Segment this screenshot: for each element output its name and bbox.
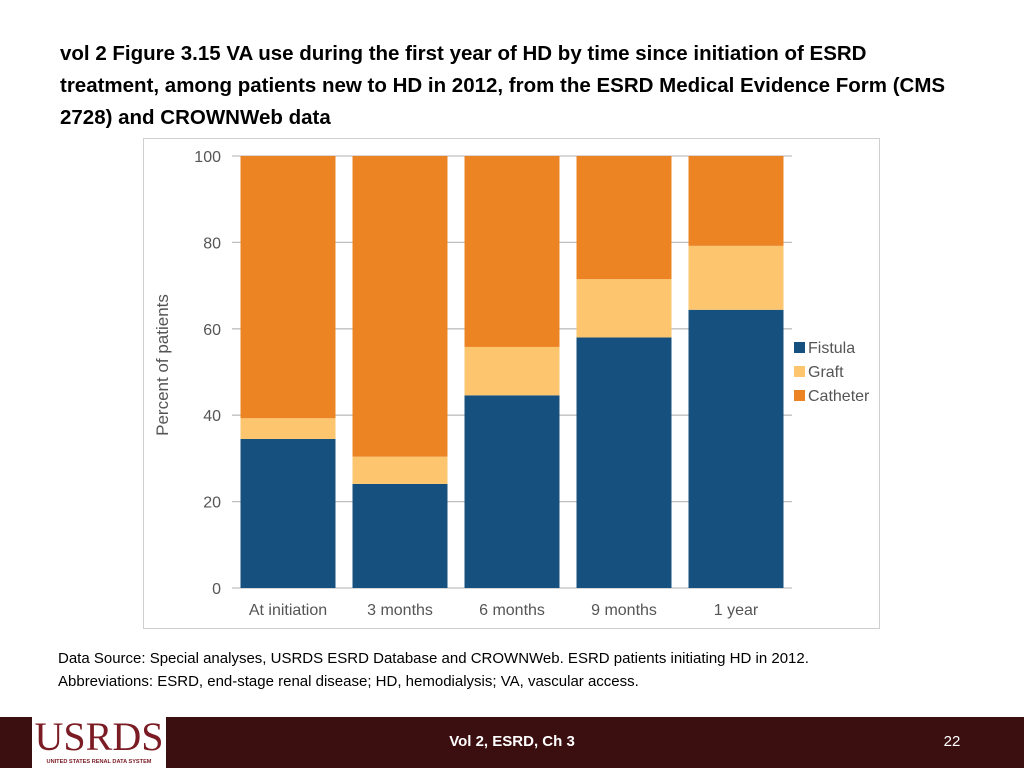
y-tick-label: 20 xyxy=(203,495,221,512)
y-tick-label: 100 xyxy=(194,149,221,166)
bar-catheter-3 xyxy=(576,156,672,280)
bar-graft-2 xyxy=(464,346,560,396)
x-tick-label: 6 months xyxy=(479,602,545,619)
source-line: Abbreviations: ESRD, end-stage renal dis… xyxy=(58,673,639,690)
legend: Fistula Graft Catheter xyxy=(794,340,870,405)
bar-catheter-0 xyxy=(240,156,336,419)
y-tick-label: 80 xyxy=(203,235,221,252)
legend-swatch-catheter xyxy=(794,390,805,401)
page-number: 22 xyxy=(943,733,961,750)
stacked-bar-chart: 0 20 40 60 80 100 At initiation 3 months 6 mont… xyxy=(153,149,870,619)
bars xyxy=(240,156,784,588)
logo-subtitle: UNITED STATES RENAL DATA SYSTEM xyxy=(46,759,152,765)
bar-graft-1 xyxy=(352,456,448,484)
source-note: Data Source: Special analyses, USRDS ESR… xyxy=(58,647,998,693)
y-axis-title: Percent of patients xyxy=(153,294,172,436)
source-line: Data Source: Special analyses, USRDS ESR… xyxy=(58,650,809,667)
x-tick-label: 9 months xyxy=(591,602,657,619)
x-tick-label: 3 months xyxy=(367,602,433,619)
bar-graft-3 xyxy=(576,279,672,338)
bar-fistula-3 xyxy=(576,337,672,588)
y-tick-label: 40 xyxy=(203,408,221,425)
bar-fistula-1 xyxy=(352,483,448,588)
x-tick-label: 1 year xyxy=(714,602,759,619)
legend-swatch-fistula xyxy=(794,342,805,353)
legend-label-fistula: Fistula xyxy=(808,340,855,357)
bar-fistula-0 xyxy=(240,438,336,588)
y-tick-labels: 0 20 40 60 80 100 xyxy=(194,149,221,598)
chart-frame: 0 20 40 60 80 100 At initiation 3 months 6 mont… xyxy=(143,138,880,629)
x-tick-labels: At initiation 3 months 6 months 9 months 1 y… xyxy=(249,602,759,619)
bar-graft-4 xyxy=(688,245,784,310)
footer-chapter-label: Vol 2, ESRD, Ch 3 xyxy=(449,733,575,750)
x-tick-label: At initiation xyxy=(249,602,327,619)
logo-wordmark: USRDS xyxy=(34,714,164,759)
legend-label-catheter: Catheter xyxy=(808,388,870,405)
legend-swatch-graft xyxy=(794,366,805,377)
bar-fistula-2 xyxy=(464,395,560,588)
footer-bar xyxy=(0,717,1024,768)
y-tick-label: 60 xyxy=(203,322,221,339)
legend-label-graft: Graft xyxy=(808,364,844,381)
bar-graft-0 xyxy=(240,418,336,439)
bar-catheter-2 xyxy=(464,156,560,347)
bar-catheter-1 xyxy=(352,156,448,457)
bar-catheter-4 xyxy=(688,156,784,246)
y-tick-label: 0 xyxy=(212,581,221,598)
slide-title: vol 2 Figure 3.15 VA use during the firs… xyxy=(60,42,946,129)
bar-fistula-4 xyxy=(688,309,784,588)
usrds-logo: USRDS UNITED STATES RENAL DATA SYSTEM xyxy=(32,713,166,768)
